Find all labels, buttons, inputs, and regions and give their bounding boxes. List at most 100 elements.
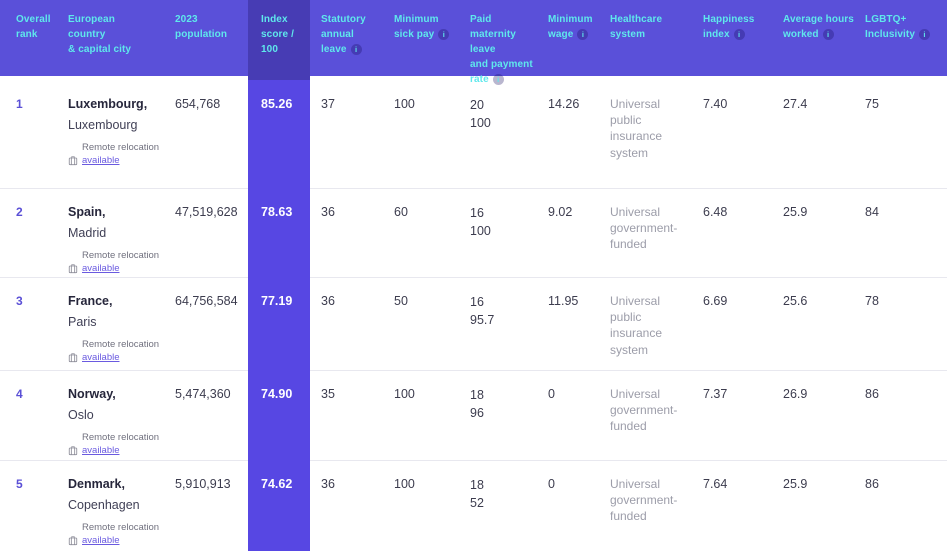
- happiness-index-cell: 6.48: [703, 205, 728, 219]
- remote-relocation-text: Remote relocation available: [82, 250, 159, 276]
- sick-pay-cell: 60: [394, 205, 408, 219]
- sick-pay-cell: 100: [394, 477, 415, 491]
- country-cell: Spain, Madrid Remote relocation availabl…: [68, 188, 175, 277]
- country-name: Norway,: [68, 387, 116, 401]
- remote-relocation: Remote relocation available: [68, 339, 175, 365]
- column-header-happiness: Happiness index i: [692, 0, 772, 87]
- sick-pay-cell: 100: [394, 387, 415, 401]
- remote-available-link[interactable]: available: [82, 444, 120, 456]
- rank-cell: 3: [0, 277, 68, 370]
- lgbtq-inclusivity-cell: 78: [865, 294, 879, 308]
- remote-available-link[interactable]: available: [82, 351, 120, 363]
- average-hours-cell: 25.6: [783, 294, 808, 308]
- column-header-lgbtq: LGBTQ+ Inclusivity i: [854, 0, 947, 87]
- rank-value: 3: [16, 294, 23, 308]
- population-cell: 5,474,360: [175, 387, 231, 401]
- rank-value: 5: [16, 477, 23, 491]
- maternity-leave-cell: 18 96: [470, 388, 484, 421]
- index-score-cell: 77.19: [248, 277, 310, 370]
- column-header-wage: Minimum wage i: [537, 0, 599, 87]
- average-hours-cell: 26.9: [783, 387, 808, 401]
- average-hours-cell: 25.9: [783, 205, 808, 219]
- index-score-cell: 85.26: [248, 80, 310, 188]
- rank-value: 4: [16, 387, 23, 401]
- rank-cell: 4: [0, 370, 68, 460]
- column-label: 2023 population: [175, 14, 228, 40]
- column-label: Minimum wage: [548, 14, 593, 40]
- info-icon[interactable]: i: [577, 29, 589, 41]
- index-score-value: 77.19: [261, 294, 293, 308]
- population-cell: 654,768: [175, 97, 221, 111]
- remote-relocation: Remote relocation available: [68, 250, 175, 276]
- statutory-leave-cell: 35: [321, 387, 335, 401]
- column-label: Healthcare system: [610, 14, 663, 40]
- column-header-population: 2023 population: [175, 0, 248, 87]
- index-score-cell: 74.62: [248, 460, 310, 551]
- country-cell: Norway, Oslo Remote relocation available: [68, 370, 175, 460]
- remote-available-link[interactable]: available: [82, 154, 120, 166]
- maternity-leave-cell: 16 95.7: [470, 295, 495, 328]
- capital-city: Luxembourg: [68, 117, 138, 132]
- minimum-wage-cell: 9.02: [548, 205, 573, 219]
- capital-city: Madrid: [68, 225, 107, 240]
- average-hours-cell: 25.9: [783, 477, 808, 491]
- column-header-healthcare: Healthcare system: [599, 0, 692, 87]
- remote-relocation: Remote relocation available: [68, 522, 175, 548]
- table-row: 3 France, Paris Remote relocation availa…: [0, 277, 947, 370]
- healthcare-system-cell: Universal government-funded: [610, 387, 678, 434]
- index-score-value: 74.90: [261, 387, 293, 401]
- capital-city: Oslo: [68, 407, 94, 422]
- rank-cell: 5: [0, 460, 68, 551]
- happiness-index-cell: 6.69: [703, 294, 728, 308]
- remote-available-link[interactable]: available: [82, 262, 120, 274]
- maternity-leave-cell: 20 100: [470, 98, 491, 131]
- statutory-leave-cell: 36: [321, 294, 335, 308]
- table-row: 2 Spain, Madrid Remote relocation availa…: [0, 188, 947, 277]
- statutory-leave-cell: 36: [321, 477, 335, 491]
- column-header-hours: Average hours worked i: [772, 0, 854, 87]
- remote-note: Remote relocation: [82, 339, 160, 350]
- maternity-leave-cell: 16 100: [470, 206, 491, 239]
- column-label: Average hours worked: [783, 14, 854, 40]
- index-score-value: 74.62: [261, 477, 293, 491]
- minimum-wage-cell: 14.26: [548, 97, 580, 111]
- remote-relocation: Remote relocation available: [68, 142, 175, 168]
- info-icon[interactable]: i: [919, 29, 931, 41]
- minimum-wage-cell: 0: [548, 387, 555, 401]
- happiness-index-cell: 7.64: [703, 477, 728, 491]
- table-header-row: Overall rank European country & capital c…: [0, 0, 947, 87]
- country-name: Spain,: [68, 205, 106, 219]
- info-icon[interactable]: i: [733, 29, 745, 41]
- remote-note: Remote relocation: [82, 432, 160, 443]
- lgbtq-inclusivity-cell: 86: [865, 477, 879, 491]
- population-cell: 5,910,913: [175, 477, 231, 491]
- country-name: Luxembourg,: [68, 97, 148, 111]
- index-score-value: 85.26: [261, 97, 293, 111]
- remote-note: Remote relocation: [82, 142, 160, 153]
- index-score-value: 78.63: [261, 205, 293, 219]
- column-label: Happiness index: [703, 14, 755, 40]
- info-icon[interactable]: i: [350, 44, 362, 56]
- rank-value: 1: [16, 97, 23, 111]
- info-icon[interactable]: i: [822, 29, 834, 41]
- remote-relocation-text: Remote relocation available: [82, 522, 159, 548]
- remote-relocation-text: Remote relocation available: [82, 142, 159, 168]
- remote-relocation: Remote relocation available: [68, 432, 175, 458]
- column-header-country: European country & capital city: [68, 0, 175, 87]
- maternity-leave-cell: 18 52: [470, 478, 484, 511]
- population-cell: 47,519,628: [175, 205, 238, 219]
- statutory-leave-cell: 36: [321, 205, 335, 219]
- remote-note: Remote relocation: [82, 250, 160, 261]
- column-label: Overall rank: [16, 14, 51, 40]
- country-cell: Luxembourg, Luxembourg Remote relocation…: [68, 80, 175, 188]
- column-header-maternity: Paid maternity leave and payment rate i: [459, 0, 537, 87]
- remote-available-link[interactable]: available: [82, 534, 120, 546]
- info-icon[interactable]: i: [438, 29, 450, 41]
- column-header-index: Index score / 100: [248, 0, 310, 87]
- lgbtq-inclusivity-cell: 86: [865, 387, 879, 401]
- column-label: European country & capital city: [68, 14, 132, 55]
- table-row: 5 Denmark, Copenhagen Remote relocation …: [0, 460, 947, 551]
- column-header-rank: Overall rank: [0, 0, 68, 87]
- info-icon[interactable]: i: [492, 74, 504, 86]
